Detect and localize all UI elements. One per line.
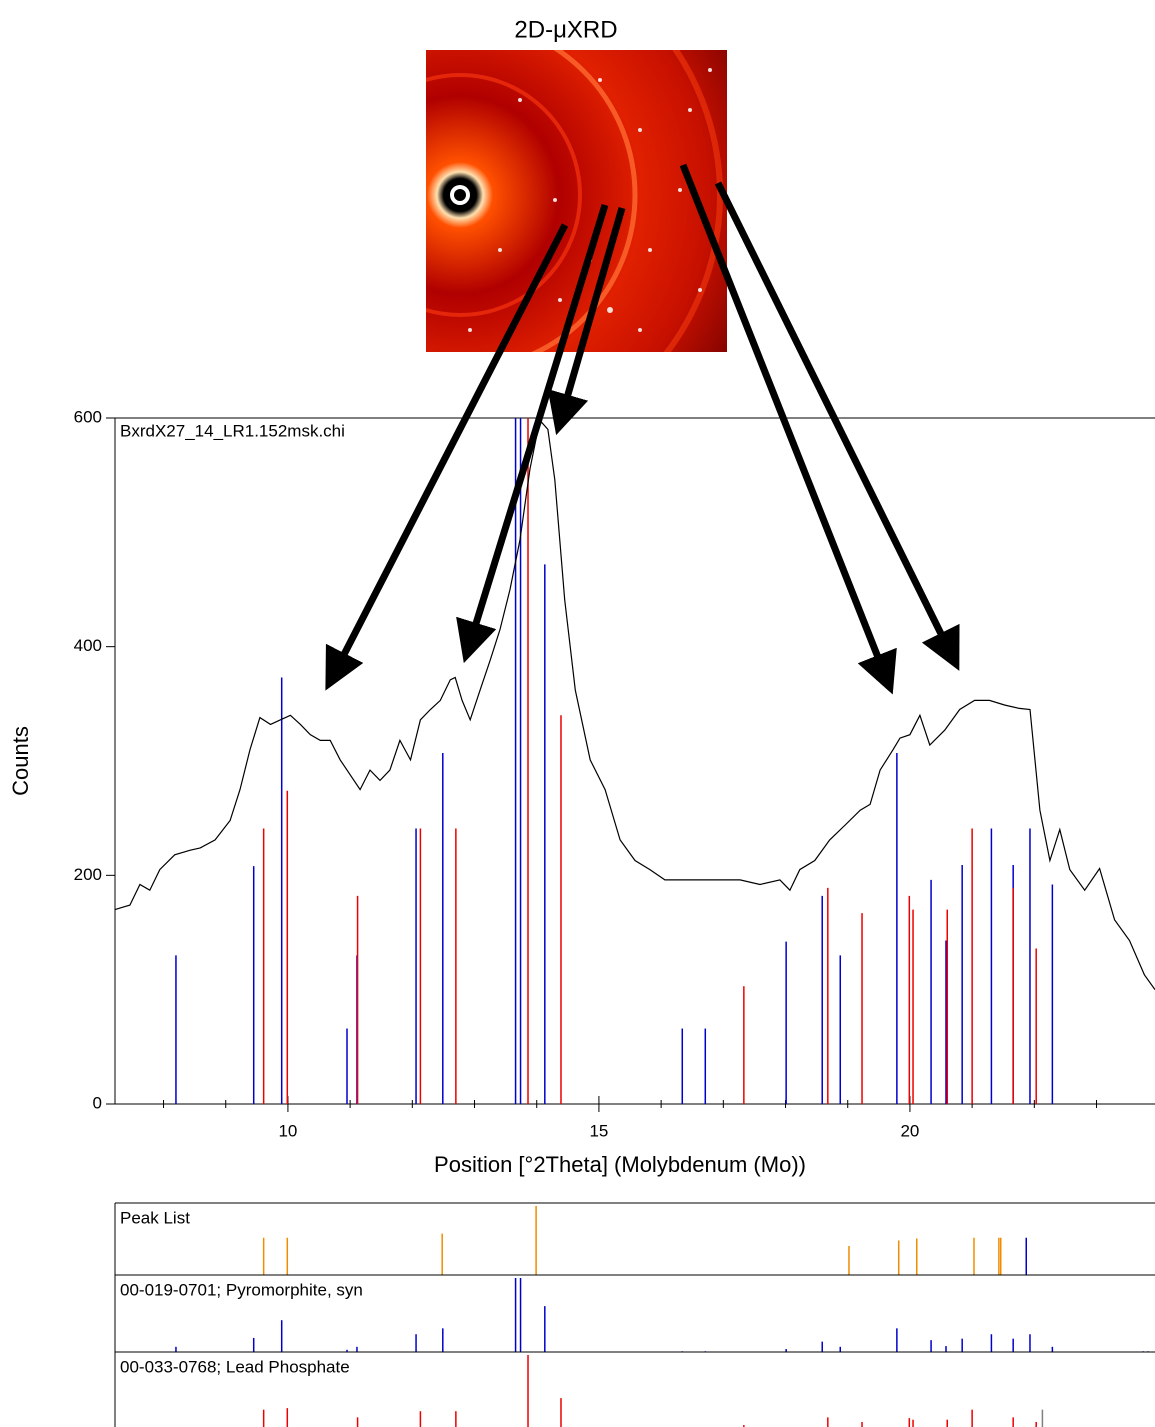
x-tick-label: 10: [278, 1121, 297, 1140]
x-tick-label: 20: [900, 1121, 919, 1140]
diffraction-image: [426, 50, 727, 352]
y-tick-label: 0: [93, 1093, 102, 1112]
y-tick-label: 200: [74, 865, 102, 884]
panel-title: 00-019-0701; Pyromorphite, syn: [120, 1280, 363, 1299]
panel-title: Peak List: [120, 1208, 190, 1227]
pattern-line: [114, 419, 1155, 991]
panel-title: 00-033-0768; Lead Phosphate: [120, 1357, 350, 1376]
y-axis-label: Counts: [8, 726, 33, 796]
pattern-label: BxrdX27_14_LR1.152msk.chi: [120, 421, 345, 440]
arrows: [325, 163, 960, 695]
x-axis-label: Position [°2Theta] (Molybdenum (Mo)): [434, 1152, 806, 1177]
plot: 0 200 400 600 10 15 20 Counts Position [°2Theta]…: [8, 407, 1155, 1427]
x-tick-label: 15: [589, 1121, 608, 1140]
y-tick-label: 600: [74, 407, 102, 426]
figure-title: 2D-μXRD: [514, 16, 617, 43]
y-tick-label: 400: [74, 636, 102, 655]
